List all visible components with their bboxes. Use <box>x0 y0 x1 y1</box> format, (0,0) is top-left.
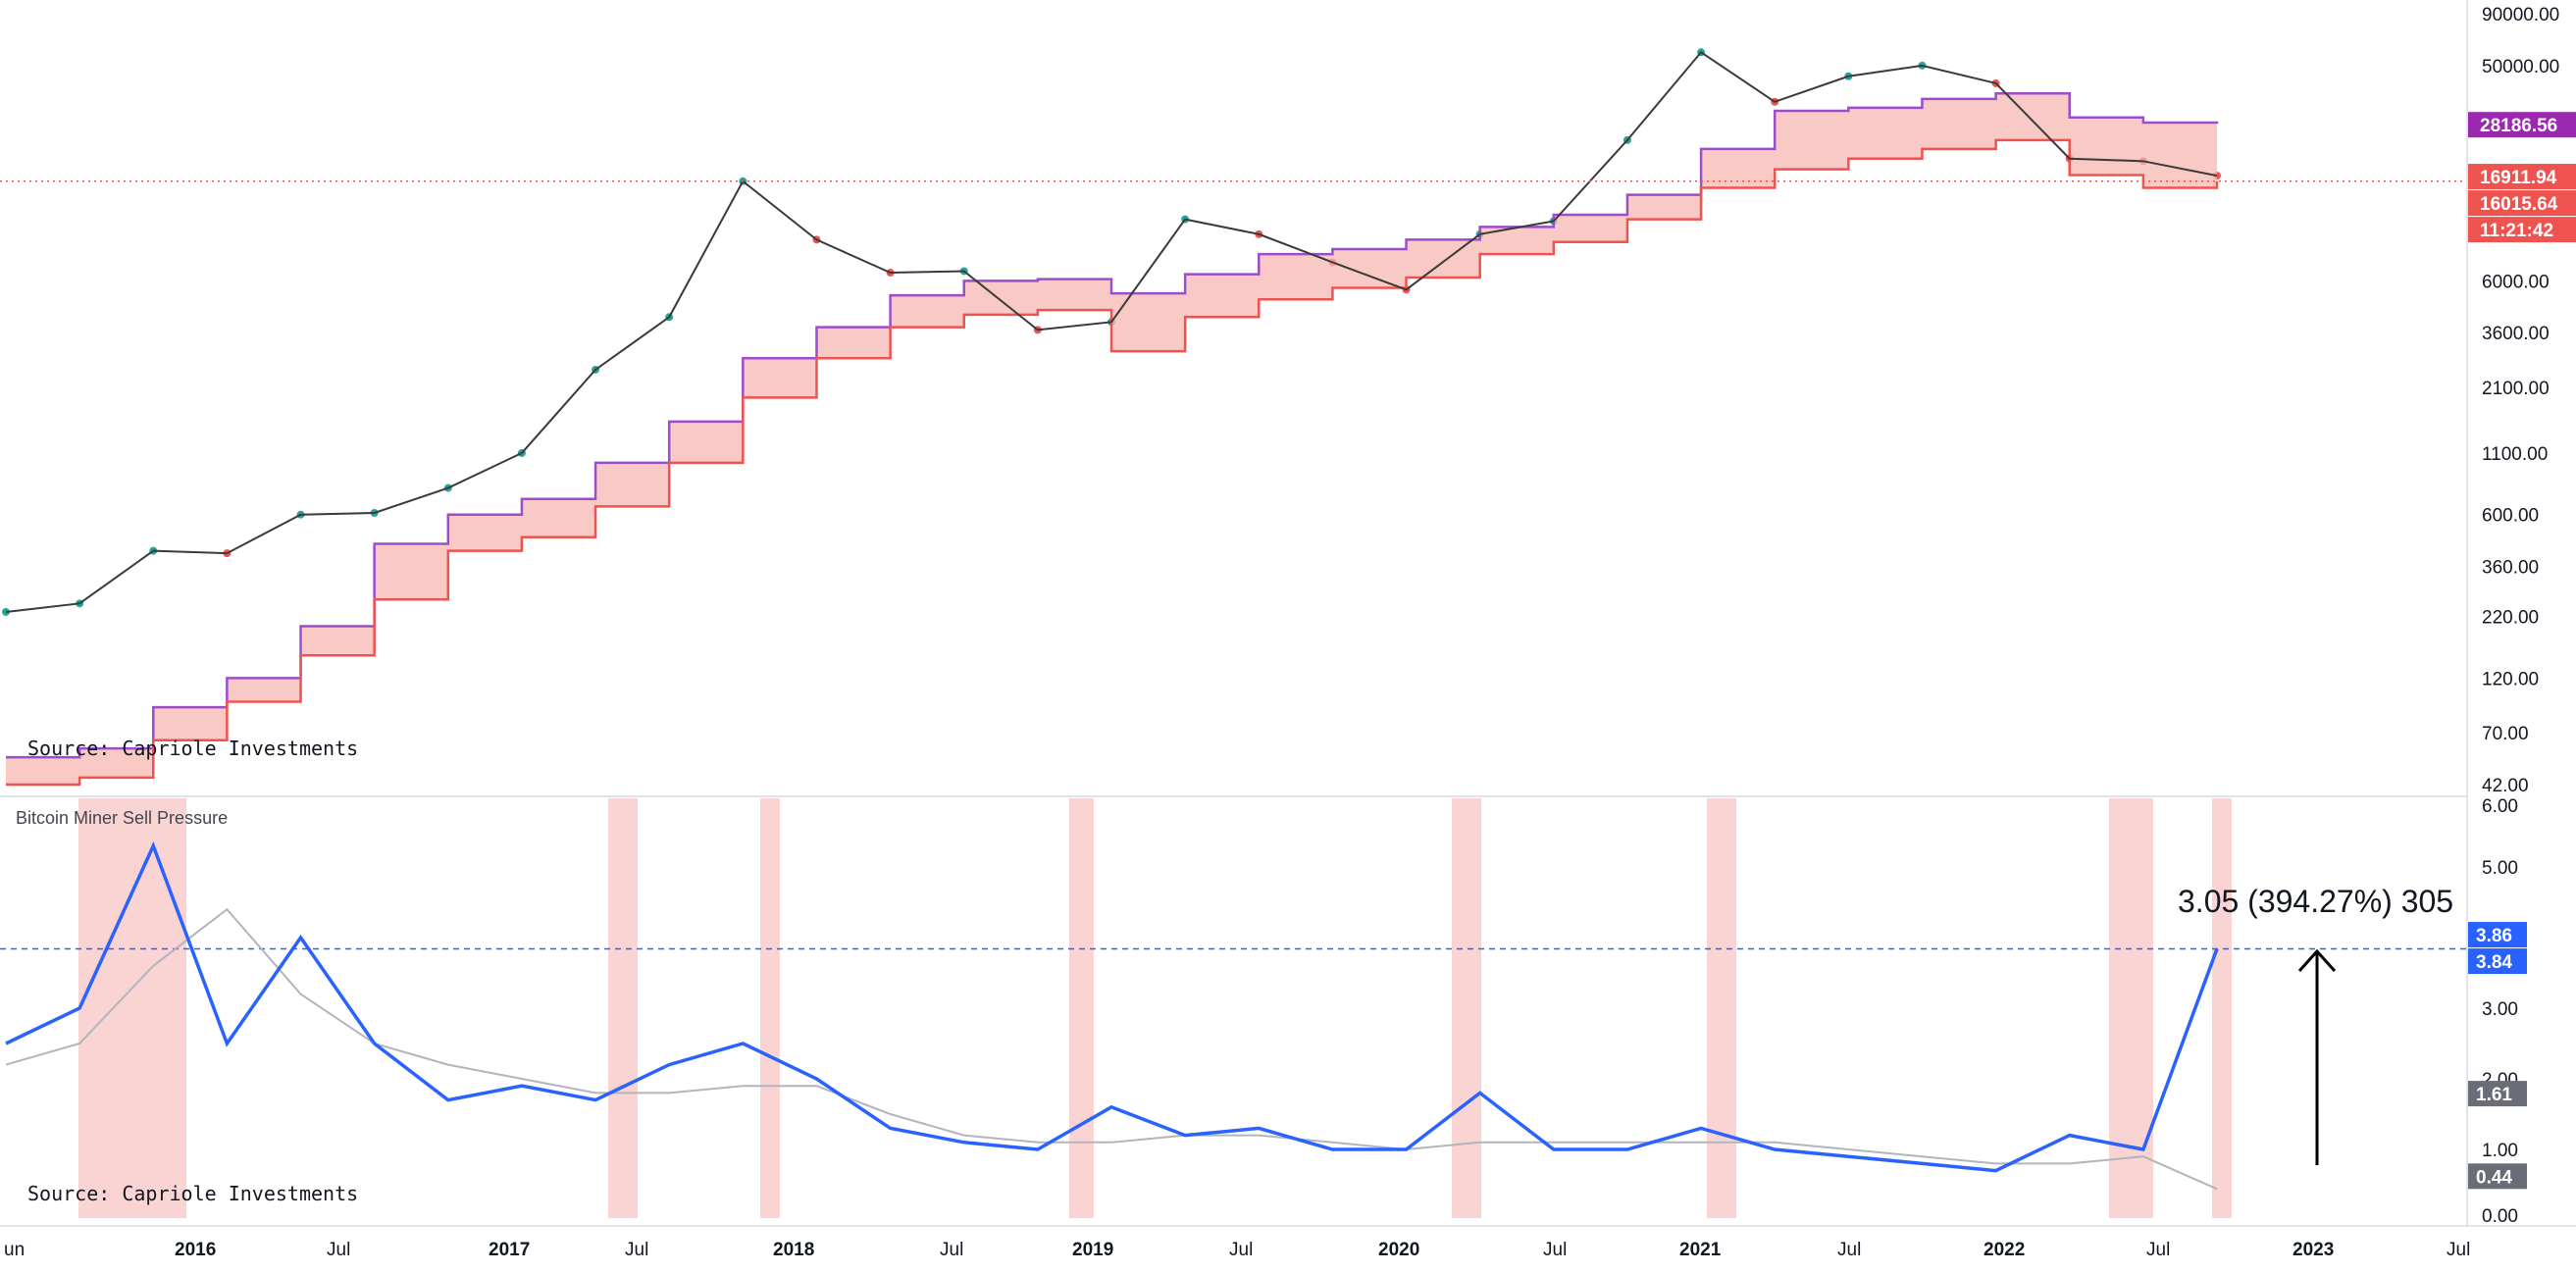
price-source-label: Source: Capriole Investments <box>27 737 358 760</box>
highlight-band <box>1452 798 1481 1218</box>
price-badge-label: 16015.64 <box>2480 194 2558 215</box>
highlight-band <box>760 798 780 1218</box>
highlight-band <box>608 798 638 1218</box>
indicator-badge <box>2468 1163 2527 1190</box>
time-axis-label: 2020 <box>1378 1240 1419 1260</box>
time-axis-label: Jul <box>1229 1240 1253 1260</box>
price-axis[interactable]: 90000.0050000.0010000.006000.003600.0021… <box>2466 0 2576 1227</box>
indicator-badge-label: 3.84 <box>2476 952 2512 973</box>
miner-band-lower-line <box>6 138 2219 787</box>
price-badge-label: 28186.56 <box>2480 116 2557 136</box>
indicator-pane[interactable]: Bitcoin Miner Sell Pressure Source: Capr… <box>0 798 2467 1218</box>
miner-band-upper-line <box>6 92 2219 759</box>
price-tick-label: 600.00 <box>2482 506 2539 527</box>
measure-arrow-head <box>2297 948 2337 973</box>
indicator-axis-badges: 3.86 3.84 1.61 0.44 <box>2468 922 2527 1190</box>
msp-line <box>5 840 2219 1173</box>
price-tick-label: 3600.00 <box>2482 324 2550 344</box>
indicator-highlight-bands <box>78 798 2232 1218</box>
measure-tool[interactable]: 3.05 (394.27%) 305 <box>2178 884 2453 1165</box>
indicator-source-label: Source: Capriole Investments <box>27 1182 358 1205</box>
indicator-badge-label: 1.61 <box>2476 1085 2512 1105</box>
indicator-badge <box>2468 1081 2527 1107</box>
time-axis-label: Jul <box>2447 1240 2470 1260</box>
time-axis-label: Jul <box>625 1240 648 1260</box>
time-axis-label: Jul <box>2146 1240 2170 1260</box>
price-tick-label: 120.00 <box>2482 669 2539 689</box>
indicator-badge-label: 0.44 <box>2476 1167 2512 1188</box>
time-axis-label: 2017 <box>489 1240 530 1260</box>
indicator-tick-label: 5.00 <box>2482 858 2518 879</box>
price-tick-label: 360.00 <box>2482 558 2539 579</box>
price-tick-label: 50000.00 <box>2482 57 2559 77</box>
time-axis-label: 2021 <box>1679 1240 1722 1260</box>
indicator-badge-label: 3.86 <box>2476 926 2512 946</box>
highlight-band <box>78 798 186 1218</box>
price-tick-label: 6000.00 <box>2482 272 2550 292</box>
price-badge <box>2468 112 2576 138</box>
price-badge-label: 11:21:42 <box>2480 221 2553 241</box>
price-tick-label: 220.00 <box>2482 608 2539 629</box>
price-badge <box>2468 217 2576 243</box>
price-badge <box>2468 190 2576 217</box>
price-tick-label: 2100.00 <box>2482 379 2550 399</box>
price-pane[interactable]: Source: Capriole Investments <box>0 48 2467 787</box>
price-axis-badges: 28186.56 16911.94 16015.64 11:21:42 <box>2468 112 2576 243</box>
time-axis-label: 2022 <box>1984 1240 2025 1260</box>
price-line <box>5 50 2218 613</box>
highlight-band <box>1069 798 1094 1218</box>
measure-label: 3.05 (394.27%) 305 <box>2178 884 2453 919</box>
time-axis-label: 2023 <box>2293 1240 2334 1260</box>
highlight-band <box>2212 798 2232 1218</box>
price-tick-label: 90000.00 <box>2482 5 2559 25</box>
time-axis-label: un <box>4 1240 25 1260</box>
highlight-band <box>1707 798 1736 1218</box>
indicator-axis-ticks: 6.005.004.003.002.001.000.00 <box>2482 796 2518 1227</box>
indicator-tick-label: 3.00 <box>2482 999 2518 1020</box>
indicator-badge <box>2468 922 2527 948</box>
price-tick-label: 70.00 <box>2482 724 2529 744</box>
time-axis-labels: un 2016 Jul 2017 Jul 2018 Jul 2019 Jul 2020 Jul 202… <box>4 1240 2470 1260</box>
time-axis-label: Jul <box>1837 1240 1861 1260</box>
time-axis-label: 2018 <box>773 1240 814 1260</box>
price-axis-ticks: 90000.0050000.0010000.006000.003600.0021… <box>2482 5 2559 796</box>
indicator-title: Bitcoin Miner Sell Pressure <box>16 808 228 828</box>
price-tick-label: 42.00 <box>2482 776 2529 796</box>
time-axis-label: Jul <box>940 1240 963 1260</box>
price-tick-label: 1100.00 <box>2482 444 2548 465</box>
indicator-tick-label: 6.00 <box>2482 796 2518 817</box>
time-axis[interactable]: un 2016 Jul 2017 Jul 2018 Jul 2019 Jul 2020 Jul 202… <box>0 1225 2576 1260</box>
price-badge <box>2468 164 2576 190</box>
price-badge-label: 16911.94 <box>2480 168 2557 188</box>
time-axis-label: 2016 <box>175 1240 216 1260</box>
time-axis-label: Jul <box>327 1240 350 1260</box>
indicator-tick-label: 1.00 <box>2482 1141 2518 1161</box>
time-axis-label: Jul <box>1543 1240 1567 1260</box>
highlight-band <box>2109 798 2153 1218</box>
indicator-badge <box>2468 948 2527 975</box>
time-axis-label: 2019 <box>1072 1240 1113 1260</box>
indicator-tick-label: 0.00 <box>2482 1206 2518 1227</box>
